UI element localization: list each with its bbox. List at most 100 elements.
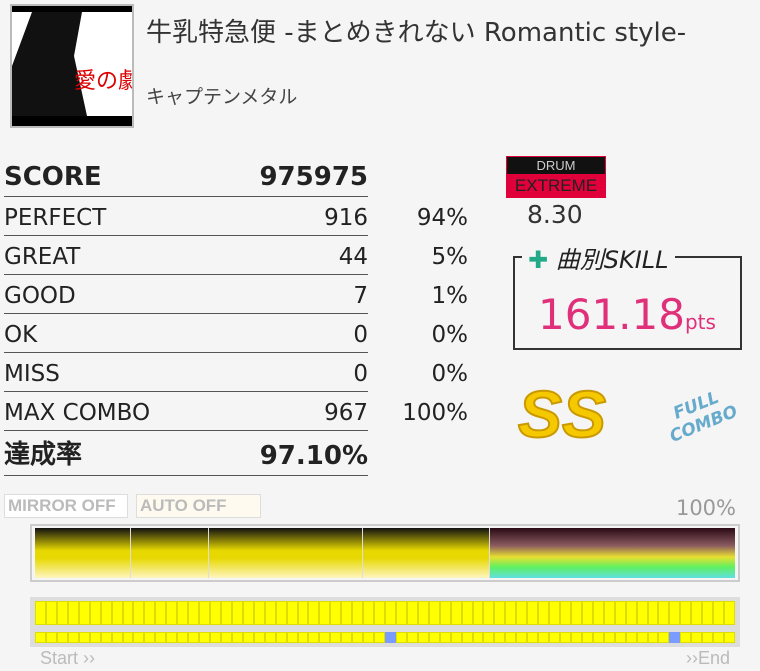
timeline-cell [680, 632, 692, 643]
timeline-cell [724, 601, 735, 625]
score-label: SCORE [4, 162, 102, 192]
timeline-cell [199, 601, 210, 625]
timeline-cell [210, 601, 221, 625]
skill-unit: pts [684, 310, 716, 334]
timeline-cell [603, 601, 615, 625]
timeline-cell [100, 601, 112, 625]
timeline-cell [625, 601, 637, 625]
timeline-cell [603, 632, 615, 643]
timeline-cell [516, 632, 528, 643]
timeline-cell [319, 601, 331, 625]
timeline-cell [483, 632, 495, 643]
timeline-cell [45, 601, 57, 625]
timeline-cell [385, 601, 396, 625]
timeline-cell [560, 601, 571, 625]
timeline-cell [647, 632, 659, 643]
timeline-cell [549, 632, 560, 643]
timeline-cell [439, 632, 451, 643]
timeline-cell [592, 632, 604, 643]
timeline-cell [527, 601, 539, 625]
timeline-cell [472, 632, 484, 643]
timeline-cell [144, 632, 156, 643]
timeline-cell [713, 632, 725, 643]
judge-count: 967 [324, 400, 368, 426]
timeline-cell [395, 632, 407, 643]
timeline-cell [111, 632, 123, 643]
timeline-cell [450, 632, 462, 643]
timeline-cell [242, 601, 254, 625]
gauge-percent: 100% [675, 496, 736, 520]
timeline-cell [636, 632, 648, 643]
gauge-segment [209, 528, 363, 578]
song-title: 牛乳特急便 -まとめきれない Romantic style- [146, 18, 687, 48]
skill-label-text: 曲別SKILL [555, 246, 669, 274]
judge-count: 44 [338, 244, 368, 270]
judge-count: 0 [353, 322, 368, 348]
timeline-cell [330, 632, 342, 643]
timeline-cell [275, 632, 287, 643]
auto-option: AUTO OFF [136, 494, 261, 518]
timeline-cell [286, 601, 298, 625]
timeline-cell [210, 632, 221, 643]
timeline-cell [275, 601, 287, 625]
artist-name: キャプテンメタル [146, 86, 298, 108]
gauge-segment [363, 528, 490, 578]
timeline-cell [461, 632, 473, 643]
timeline-cell [352, 632, 364, 643]
timeline-cell [308, 601, 320, 625]
timeline-cell [78, 601, 90, 625]
difficulty-label: EXTREME [507, 174, 605, 198]
timeline-cell [45, 632, 57, 643]
judge-row: GREAT 44 5% [4, 236, 468, 275]
judge-count: 7 [353, 283, 368, 309]
timeline-bar-top [30, 597, 740, 629]
timeline-cell [417, 601, 429, 625]
gauge-bar [30, 524, 740, 582]
achievement-row: 達成率 97.10% [4, 431, 368, 476]
timeline-cell [570, 601, 582, 625]
timeline-cell [417, 632, 429, 643]
timeline-cell [188, 601, 200, 625]
timeline-cell [450, 601, 462, 625]
timeline-cell [625, 632, 637, 643]
skill-label: ✚ 曲別SKILL [522, 240, 675, 275]
end-label: ››End [685, 648, 730, 668]
timeline-cell [702, 632, 714, 643]
timeline-cell [592, 601, 604, 625]
skill-logo-icon: ✚ [528, 246, 549, 274]
timeline-cell [538, 632, 550, 643]
timeline-cell [319, 632, 331, 643]
timeline-cell [428, 601, 440, 625]
gauge-segment [131, 528, 209, 578]
timeline-cell [177, 632, 189, 643]
judge-label: GOOD [4, 283, 76, 309]
judge-row: PERFECT 916 94% [4, 197, 468, 236]
timeline-cell [363, 632, 375, 643]
timeline-cell [264, 632, 276, 643]
mirror-option: MIRROR OFF [4, 494, 128, 518]
timeline-cell [494, 601, 506, 625]
timeline-cell [341, 632, 353, 643]
timeline-cell [242, 632, 254, 643]
timeline-cell [341, 601, 353, 625]
timeline-cell [560, 632, 571, 643]
timeline-cell [155, 632, 167, 643]
timeline-cell [308, 632, 320, 643]
timeline-cell [527, 632, 539, 643]
timeline-cell [166, 632, 178, 643]
timeline-cell [253, 601, 265, 625]
timeline-cell [188, 632, 200, 643]
timeline-cell [78, 632, 90, 643]
timeline-cell [658, 632, 670, 643]
judge-label: MAX COMBO [4, 400, 151, 426]
judge-label: GREAT [4, 244, 81, 270]
timeline-cell [385, 632, 396, 643]
timeline-cell [713, 601, 725, 625]
timeline-cell [636, 601, 648, 625]
timeline-bar-bottom [30, 628, 740, 647]
full-combo-icon: FULL COMBO [666, 387, 741, 447]
timeline-cell [505, 601, 517, 625]
timeline-cell [581, 632, 593, 643]
timeline-cell [428, 632, 440, 643]
judge-label: MISS [4, 361, 60, 387]
